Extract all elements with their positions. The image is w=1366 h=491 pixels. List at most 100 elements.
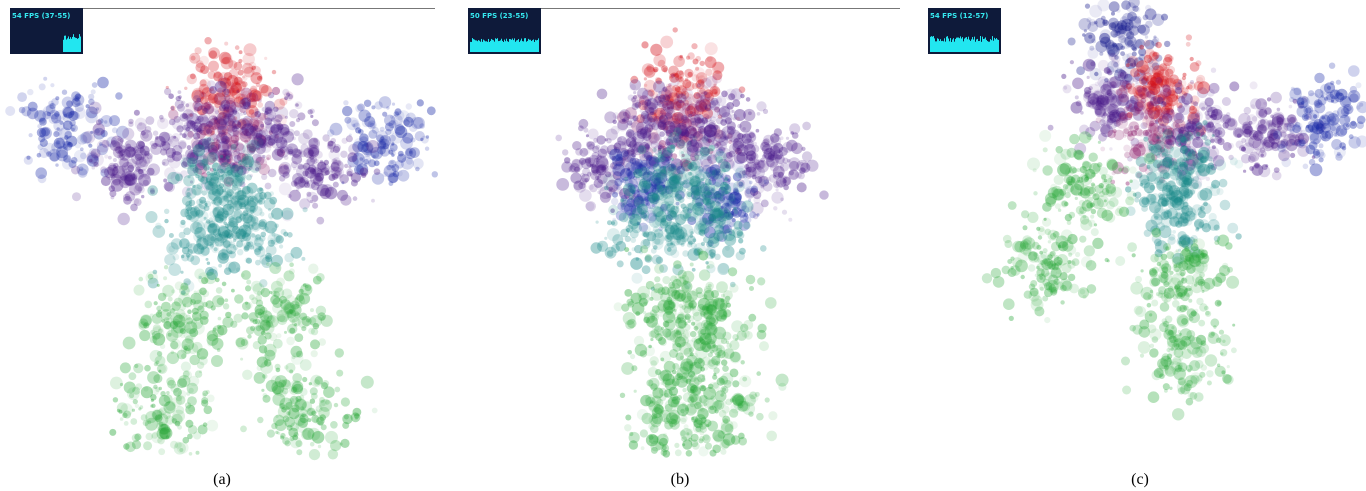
particle: [601, 165, 609, 173]
particle: [646, 64, 654, 72]
particle: [650, 425, 659, 434]
particle: [650, 329, 659, 338]
particle: [690, 263, 694, 267]
particle: [108, 156, 112, 160]
particle: [699, 224, 709, 234]
particle: [368, 130, 377, 139]
particle: [640, 113, 650, 123]
particle: [705, 56, 717, 68]
particle: [341, 397, 350, 406]
particle: [189, 452, 193, 456]
particle: [154, 301, 158, 305]
particle: [236, 90, 239, 93]
particle: [310, 387, 318, 395]
particle: [697, 83, 701, 87]
particle: [180, 271, 183, 274]
particle: [124, 146, 136, 158]
particle: [718, 208, 731, 221]
particle: [182, 297, 193, 308]
particle: [233, 232, 243, 242]
particle: [623, 212, 634, 223]
particle: [242, 370, 252, 380]
particle: [256, 83, 261, 88]
particle: [1164, 54, 1172, 62]
particle: [596, 221, 599, 224]
particle: [627, 319, 636, 328]
particle: [292, 137, 296, 141]
particle: [261, 174, 267, 180]
particle: [316, 217, 324, 225]
particle: [155, 356, 166, 367]
particle: [264, 118, 272, 126]
particle: [631, 97, 636, 102]
particle: [102, 140, 110, 148]
particle: [636, 257, 639, 260]
particle: [1229, 81, 1239, 91]
particle: [251, 233, 255, 237]
particle: [243, 53, 255, 65]
particle: [239, 202, 246, 209]
particle: [768, 411, 777, 420]
particle: [185, 420, 193, 428]
particle: [640, 245, 648, 253]
particle: [234, 192, 240, 198]
particle: [646, 132, 658, 144]
particle: [658, 300, 670, 312]
particle: [1175, 87, 1182, 94]
particle: [701, 78, 712, 89]
particle: [1178, 96, 1185, 103]
particle: [241, 270, 251, 280]
particle: [653, 283, 663, 293]
particle: [157, 118, 169, 130]
particle: [758, 324, 767, 333]
particle: [714, 182, 721, 189]
particle: [187, 309, 192, 314]
particle: [257, 357, 268, 368]
particle: [1111, 81, 1117, 87]
particle: [249, 126, 256, 133]
particle: [670, 144, 675, 149]
particle: [644, 102, 656, 114]
particle: [654, 229, 663, 238]
particle: [146, 211, 158, 223]
particle: [669, 206, 681, 218]
particle: [1250, 81, 1258, 89]
particle: [598, 243, 603, 248]
particle: [194, 269, 205, 280]
particle: [330, 421, 338, 429]
particle: [665, 404, 673, 412]
particle: [256, 116, 263, 123]
particle: [644, 84, 647, 87]
particle: [208, 47, 220, 59]
particle: [364, 159, 369, 164]
particle: [686, 428, 693, 435]
particle: [678, 197, 684, 203]
particle: [289, 190, 301, 202]
particle: [686, 450, 693, 457]
particle: [1134, 125, 1139, 130]
particle: [736, 251, 745, 260]
particle: [728, 267, 737, 276]
particle: [788, 218, 792, 222]
particle: [136, 141, 145, 150]
particle: [708, 384, 713, 389]
particle: [668, 224, 673, 229]
particle: [178, 140, 187, 149]
particle: [609, 149, 622, 162]
particle: [91, 153, 104, 166]
particle: [321, 382, 328, 389]
particle: [187, 157, 197, 167]
particle: [291, 161, 298, 168]
particle: [268, 233, 281, 246]
particle: [705, 42, 718, 55]
particle: [222, 282, 227, 287]
particle: [667, 142, 671, 146]
particle: [1118, 74, 1122, 78]
particle: [1126, 181, 1130, 185]
particle: [642, 265, 651, 274]
particle: [294, 182, 298, 186]
particle: [185, 405, 195, 415]
particle: [690, 160, 696, 166]
particle: [166, 242, 178, 254]
particle: [168, 93, 174, 99]
